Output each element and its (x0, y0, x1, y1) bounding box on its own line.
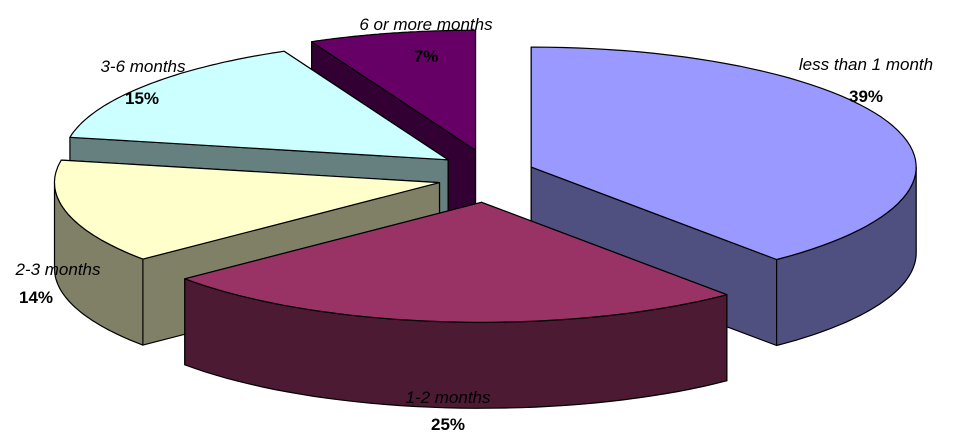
slice-3-6-months-top (69, 50, 449, 161)
slice-name-label: less than 1 month (799, 55, 933, 74)
slice-percent-label: 25% (431, 415, 465, 434)
label-2-3-months: 2-3 months 14% (14, 260, 101, 307)
slice-percent-label: 15% (125, 89, 159, 108)
slice-1-2-months-top (184, 201, 728, 323)
slice-name-label: 1-2 months (405, 388, 491, 407)
pie-slices (53, 29, 917, 409)
slice-name-label: 3-6 months (100, 57, 186, 76)
slice-name-label: 6 or more months (359, 15, 493, 34)
slice-6-or-more-months-top (311, 29, 477, 151)
slice-less-than-1-month-top (530, 46, 917, 261)
label-less-than-1-month: less than 1 month 39% (799, 55, 933, 106)
slice-percent-label: 39% (849, 87, 883, 106)
label-1-2-months: 1-2 months 25% (405, 388, 491, 434)
slice-percent-label: 14% (19, 288, 53, 307)
slice-2-3-months-top (53, 159, 441, 260)
label-6-or-more-months: 6 or more months 7% (359, 15, 493, 66)
pie-labels: less than 1 month 39% 1-2 months 25% 2-3… (14, 15, 933, 434)
label-3-6-months: 3-6 months 15% (100, 57, 186, 108)
slice-percent-label: 7% (414, 47, 439, 66)
slice-name-label: 2-3 months (14, 260, 101, 279)
